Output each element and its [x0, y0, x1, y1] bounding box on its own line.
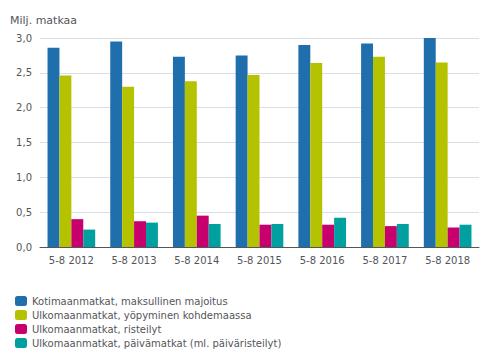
- svg-text:Ulkomaanmatkat, päivämatkat (m: Ulkomaanmatkat, päivämatkat (ml. päiväri…: [32, 338, 281, 349]
- svg-text:2,5: 2,5: [16, 67, 32, 78]
- svg-text:5-8 2012: 5-8 2012: [49, 255, 94, 266]
- svg-text:1,0: 1,0: [16, 172, 32, 183]
- svg-text:Ulkomaanmatkat, risteilyt: Ulkomaanmatkat, risteilyt: [32, 324, 161, 335]
- svg-text:Ulkomaanmatkat, yöpyminen kohd: Ulkomaanmatkat, yöpyminen kohdemaassa: [32, 310, 252, 321]
- svg-text:2,0: 2,0: [16, 102, 32, 113]
- svg-text:5-8 2013: 5-8 2013: [112, 255, 157, 266]
- svg-text:1,5: 1,5: [16, 137, 32, 148]
- svg-text:Kotimaanmatkat, maksullinen ma: Kotimaanmatkat, maksullinen majoitus: [32, 296, 228, 307]
- svg-text:5-8 2018: 5-8 2018: [425, 255, 470, 266]
- svg-text:0,0: 0,0: [16, 242, 32, 253]
- svg-text:3,0: 3,0: [16, 33, 32, 44]
- svg-text:5-8 2017: 5-8 2017: [362, 255, 407, 266]
- svg-text:5-8 2015: 5-8 2015: [237, 255, 282, 266]
- svg-text:0,5: 0,5: [16, 207, 32, 218]
- svg-text:Milj. matkaa: Milj. matkaa: [10, 14, 77, 27]
- svg-text:5-8 2016: 5-8 2016: [300, 255, 345, 266]
- svg-text:5-8 2014: 5-8 2014: [174, 255, 219, 266]
